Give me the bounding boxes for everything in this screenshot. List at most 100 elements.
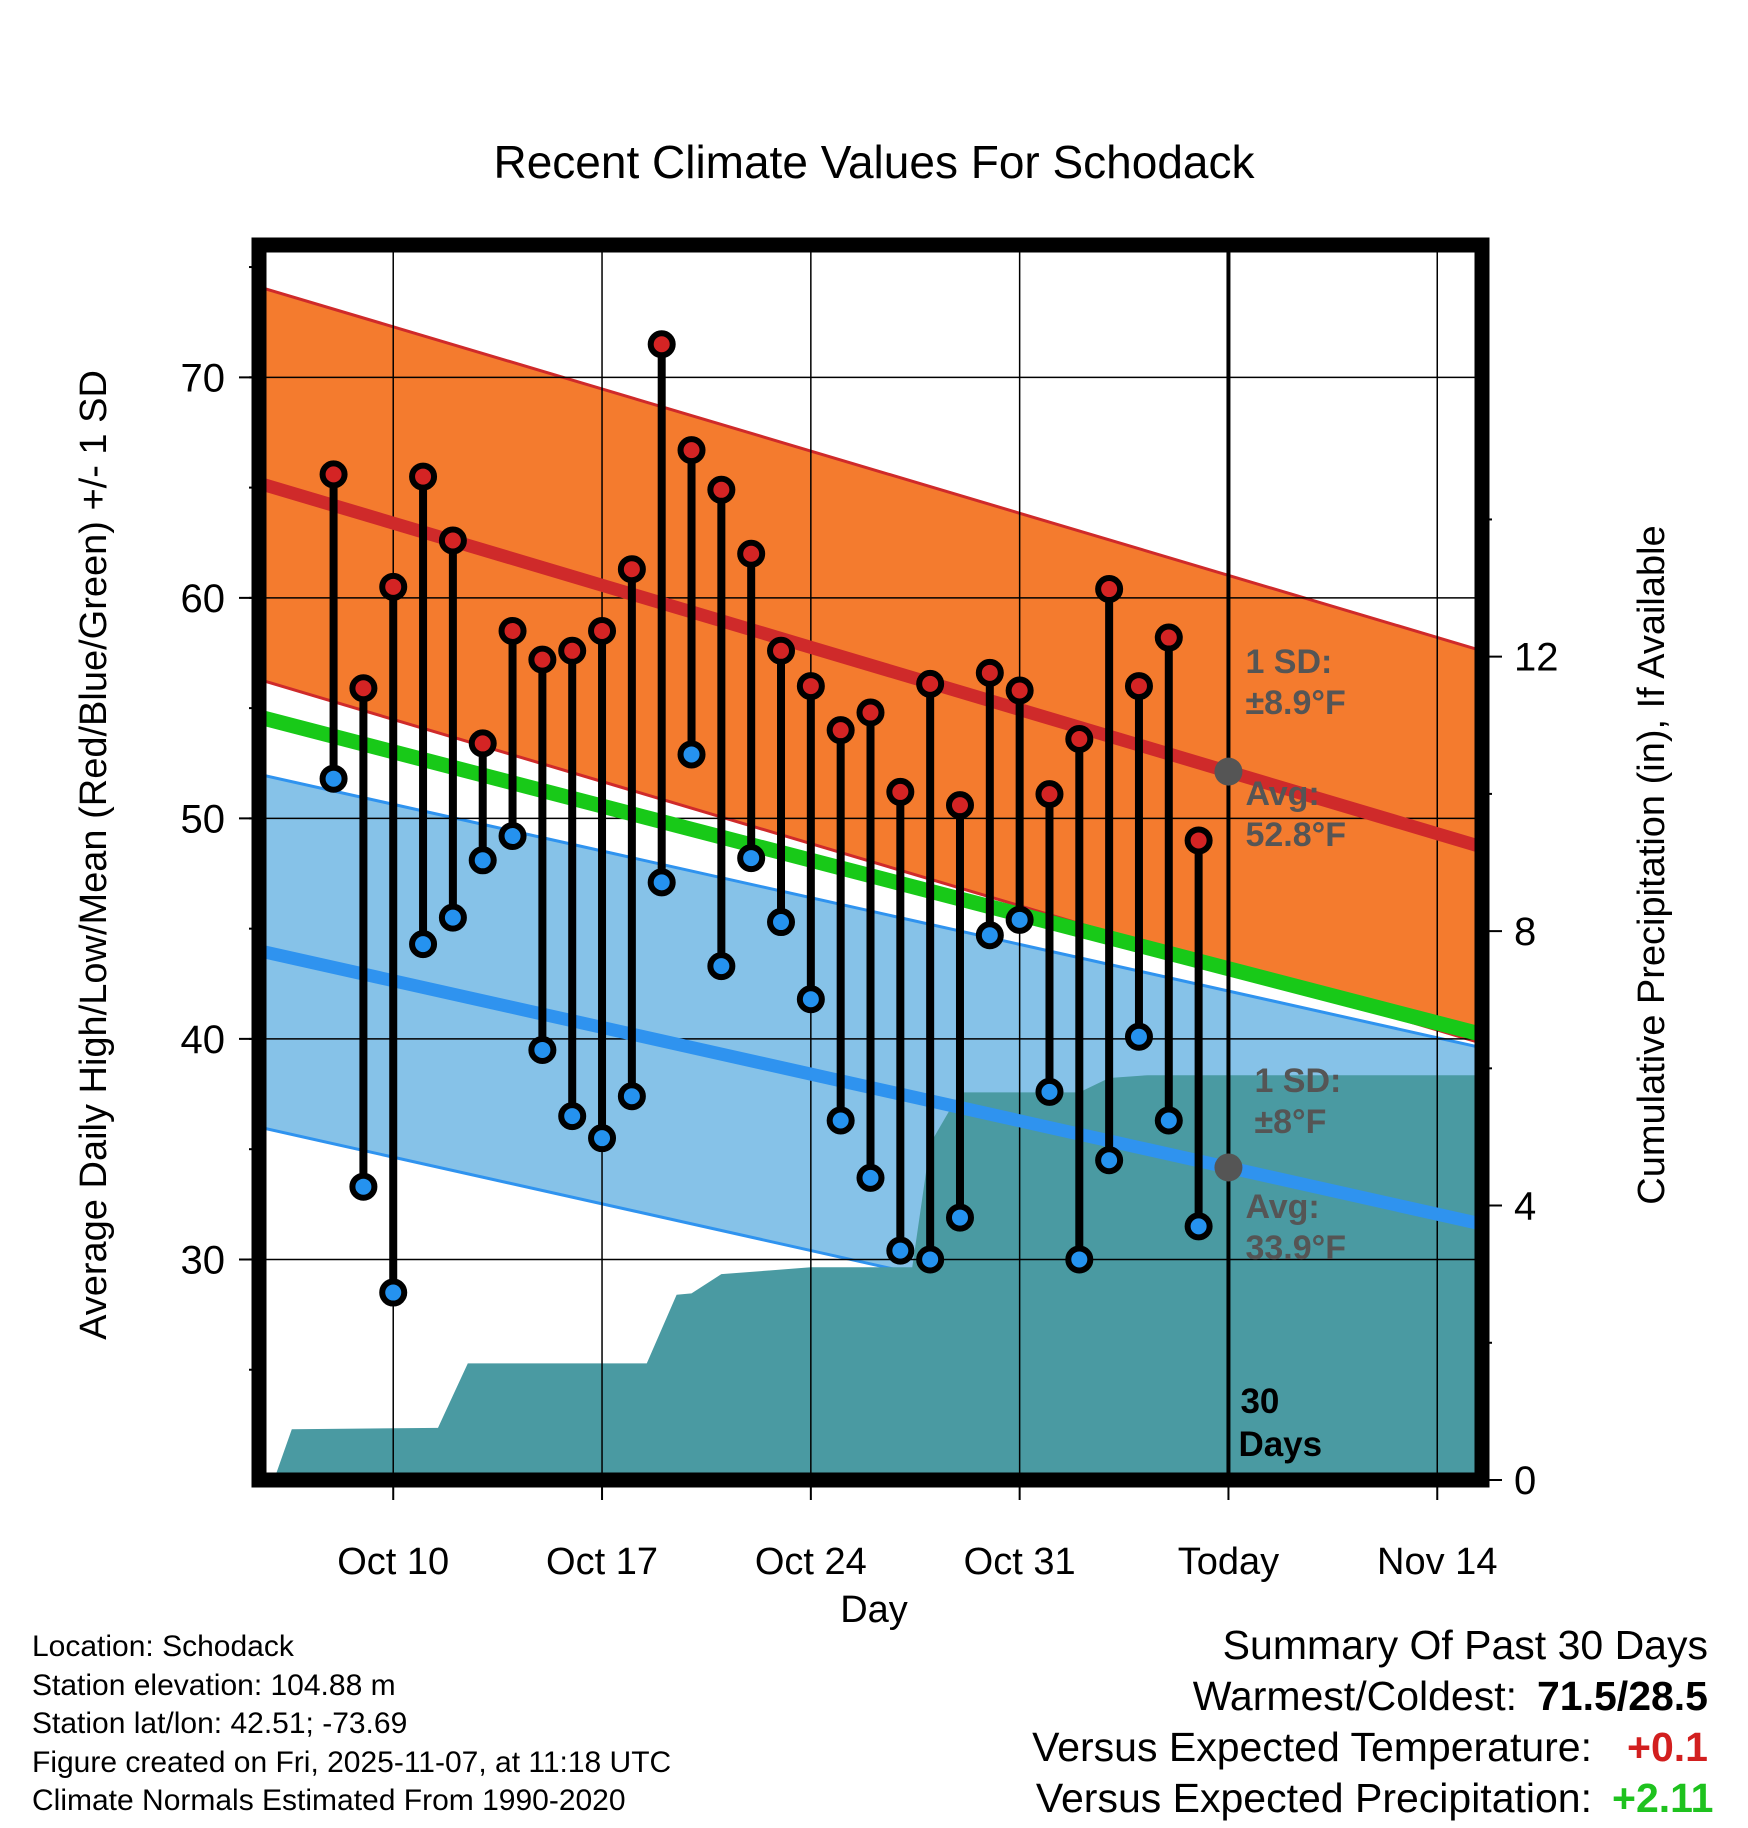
y-tick-label: 30 <box>181 1238 226 1282</box>
y2-tick-label: 0 <box>1514 1459 1536 1503</box>
daily-low-point <box>975 921 1004 950</box>
low-avg-title: Avg: <box>1245 1188 1319 1226</box>
daily-low-point <box>319 764 348 793</box>
daily-low-point <box>767 908 796 937</box>
info-location: Location: Schodack <box>32 1630 294 1663</box>
daily-low-point <box>1005 905 1034 934</box>
daily-low-point <box>617 1082 646 1111</box>
info-elevation: Station elevation: 104.88 m <box>32 1668 396 1702</box>
y2-axis-label: Cumulative Precipitation (in), If Availa… <box>1631 525 1673 1204</box>
daily-high-point <box>767 636 796 665</box>
daily-high-point <box>647 330 676 359</box>
daily-low-point <box>647 868 676 897</box>
high-avg-value: 52.8°F <box>1245 816 1346 854</box>
daily-low-point <box>796 985 825 1014</box>
temp-value: +0.1 <box>1627 1724 1708 1770</box>
daily-low-point <box>1124 1022 1153 1051</box>
daily-high-point <box>1184 826 1213 855</box>
plot-frame <box>251 237 1490 1488</box>
daily-low-point <box>945 1203 974 1232</box>
daily-low-point <box>588 1124 617 1153</box>
daily-high-point <box>319 460 348 489</box>
daily-low-point <box>826 1106 855 1135</box>
x-tick-label: Oct 24 <box>755 1541 867 1583</box>
y-axis-label: Average Daily High/Low/Mean (Red/Blue/Gr… <box>73 370 115 1340</box>
x-tick-label: Today <box>1178 1541 1279 1583</box>
daily-high-point <box>438 526 467 555</box>
daily-low-point <box>707 952 736 981</box>
daily-low-point <box>468 846 497 875</box>
daily-high-point <box>707 475 736 504</box>
daily-high-point <box>975 658 1004 687</box>
info-created: Figure created on Fri, 2025-11-07, at 11… <box>32 1745 672 1779</box>
low-sd-title: 1 SD: <box>1254 1062 1341 1100</box>
high-sd-value: ±8.9°F <box>1245 684 1345 722</box>
y-tick-label: 60 <box>181 577 226 621</box>
daily-low-point <box>886 1236 915 1265</box>
daily-low-point <box>1184 1212 1213 1241</box>
daily-high-point <box>558 636 587 665</box>
daily-low-point <box>737 844 766 873</box>
daily-low-point <box>528 1035 557 1064</box>
daily-high-point <box>1005 676 1034 705</box>
daily-low-point <box>379 1278 408 1307</box>
daily-high-point <box>1065 725 1094 753</box>
y-tick-label: 40 <box>181 1018 226 1062</box>
temp-label: Versus Expected Temperature: <box>1032 1724 1592 1770</box>
y2-tick-label: 12 <box>1514 636 1559 680</box>
x-tick-label: Nov 14 <box>1377 1541 1497 1583</box>
daily-high-point <box>617 555 646 584</box>
daily-low-point <box>677 740 706 769</box>
days-count: 30 <box>1240 1382 1279 1421</box>
daily-high-point <box>677 436 706 465</box>
daily-high-point <box>379 572 408 601</box>
daily-low-point <box>856 1163 885 1192</box>
daily-high-point <box>1124 672 1153 701</box>
daily-low-point <box>1035 1077 1064 1106</box>
daily-high-point <box>409 462 438 491</box>
daily-high-point <box>856 698 885 727</box>
daily-high-point <box>826 716 855 745</box>
daily-low-point <box>558 1102 587 1131</box>
daily-high-point <box>349 674 378 703</box>
daily-high-point <box>588 616 617 645</box>
daily-low-point <box>438 903 467 932</box>
daily-low-point <box>1065 1245 1094 1274</box>
x-tick-label: Oct 31 <box>964 1541 1076 1583</box>
chart-title: Recent Climate Values For Schodack <box>493 136 1255 188</box>
daily-low-point <box>349 1172 378 1201</box>
info-normals: Climate Normals Estimated From 1990-2020 <box>32 1784 626 1817</box>
daily-high-point <box>916 669 945 698</box>
axes: 30 40 50 60 70 0 4 8 12 Oct 10 Oct 17 Oct 24 Oct 31 T… <box>181 237 1559 1583</box>
daily-high-point <box>796 672 825 701</box>
low-avg-value: 33.9°F <box>1245 1229 1346 1267</box>
daily-low-point <box>916 1245 945 1274</box>
x-tick-label: Oct 10 <box>337 1541 449 1583</box>
days-label: Days <box>1238 1425 1322 1464</box>
today-low-marker <box>1214 1153 1243 1182</box>
warm-cold-label: Warmest/Coldest: <box>1192 1673 1517 1719</box>
y2-tick-label: 4 <box>1514 1185 1536 1229</box>
daily-high-point <box>1035 780 1064 809</box>
x-axis-label: Day <box>840 1589 908 1631</box>
precip-area <box>273 1075 1482 1480</box>
summary-title: Summary Of Past 30 Days <box>1222 1622 1708 1668</box>
daily-high-point <box>1154 623 1183 652</box>
x-tick-label: Oct 17 <box>546 1541 658 1583</box>
daily-low-point <box>498 822 527 851</box>
summary-temp: Versus Expected Temperature: +0.1 <box>808 1722 1708 1773</box>
daily-low-point <box>1154 1106 1183 1135</box>
daily-high-point <box>468 729 497 758</box>
daily-low-point <box>1095 1146 1124 1175</box>
info-latlon: Station lat/lon: 42.51; -73.69 <box>32 1707 408 1740</box>
summary-precip: Versus Expected Precipitation: +2.11 <box>808 1773 1714 1824</box>
precip-value: +2.11 <box>1612 1775 1714 1821</box>
y2-tick-label: 8 <box>1514 910 1536 954</box>
warm-cold-value: 71.5/28.5 <box>1537 1673 1708 1719</box>
y-tick-label: 70 <box>181 356 226 400</box>
today-high-marker <box>1214 757 1243 786</box>
summary-panel: Summary Of Past 30 Days Warmest/Coldest:… <box>808 1620 1714 1824</box>
